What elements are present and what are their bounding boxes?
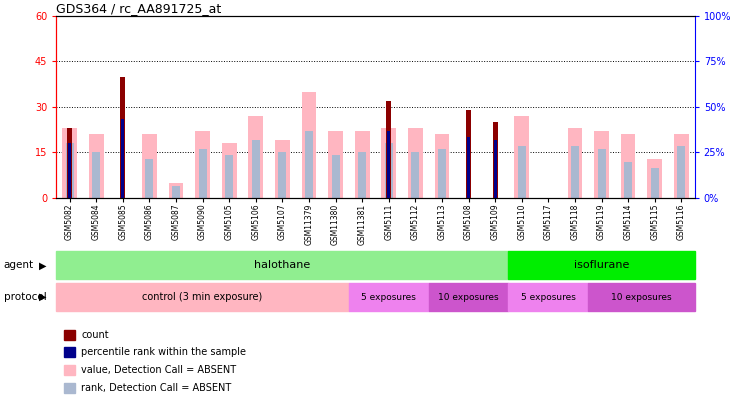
Text: rank, Detection Call = ABSENT: rank, Detection Call = ABSENT (81, 383, 231, 393)
Bar (494, 140, 496, 198)
Bar (412, 152, 419, 198)
Bar (358, 152, 366, 198)
Bar (328, 131, 343, 198)
Bar (598, 149, 605, 198)
Text: 10 exposures: 10 exposures (611, 293, 672, 301)
Text: ▶: ▶ (39, 292, 47, 302)
Bar (305, 131, 313, 198)
Bar (195, 131, 210, 198)
Bar (198, 149, 207, 198)
Text: 5 exposures: 5 exposures (361, 293, 416, 301)
Bar (275, 140, 290, 198)
Bar (647, 158, 662, 198)
Bar (588, 283, 695, 311)
Bar (332, 156, 339, 198)
Text: protocol: protocol (4, 292, 47, 302)
Bar (68, 143, 71, 198)
Bar (388, 131, 390, 198)
Bar (624, 162, 632, 198)
Bar (382, 128, 396, 198)
Bar (225, 156, 234, 198)
Bar (302, 92, 316, 198)
Bar (122, 119, 124, 198)
Bar (279, 152, 286, 198)
Bar (594, 131, 609, 198)
Text: isoflurane: isoflurane (574, 260, 629, 270)
Bar (508, 251, 695, 279)
Bar (568, 128, 582, 198)
Bar (120, 76, 125, 198)
Bar (677, 147, 686, 198)
Text: control (3 min exposure): control (3 min exposure) (143, 292, 263, 302)
Bar (387, 101, 391, 198)
Bar (651, 168, 659, 198)
Text: ▶: ▶ (39, 260, 47, 270)
Bar (408, 128, 423, 198)
Bar (142, 134, 157, 198)
Bar (385, 143, 393, 198)
Text: GDS364 / rc_AA891725_at: GDS364 / rc_AA891725_at (56, 2, 222, 15)
Bar (438, 149, 446, 198)
Bar (621, 134, 635, 198)
Bar (355, 131, 369, 198)
Bar (493, 122, 498, 198)
Bar (349, 283, 429, 311)
Bar (517, 147, 526, 198)
Bar (429, 283, 508, 311)
Bar (68, 128, 72, 198)
Bar (508, 283, 588, 311)
Bar (172, 186, 180, 198)
Text: halothane: halothane (255, 260, 310, 270)
Bar (56, 251, 508, 279)
Bar (92, 152, 100, 198)
Bar (65, 143, 74, 198)
Text: 10 exposures: 10 exposures (439, 293, 499, 301)
Bar (249, 116, 263, 198)
Bar (674, 134, 689, 198)
Bar (514, 116, 529, 198)
Bar (466, 110, 471, 198)
Bar (146, 158, 153, 198)
Text: value, Detection Call = ABSENT: value, Detection Call = ABSENT (81, 365, 237, 375)
Text: 5 exposures: 5 exposures (521, 293, 576, 301)
Bar (467, 137, 470, 198)
Text: agent: agent (4, 260, 34, 270)
Bar (169, 183, 183, 198)
Bar (435, 134, 449, 198)
Text: count: count (81, 329, 109, 340)
Bar (571, 147, 579, 198)
Bar (222, 143, 237, 198)
Bar (89, 134, 104, 198)
Text: percentile rank within the sample: percentile rank within the sample (81, 347, 246, 358)
Bar (62, 128, 77, 198)
Bar (252, 140, 260, 198)
Bar (56, 283, 349, 311)
